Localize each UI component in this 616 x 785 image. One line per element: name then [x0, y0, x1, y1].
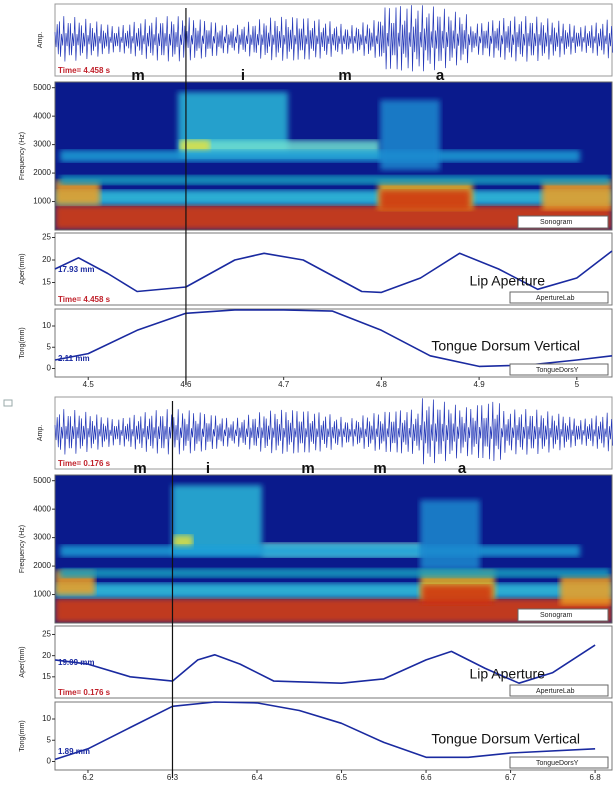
segment-label: m	[133, 460, 146, 477]
legend-entry: Sonogram	[540, 612, 572, 619]
spectral-energy	[55, 583, 612, 598]
y-tick-label: 5	[47, 735, 52, 744]
segment-label: m	[301, 460, 314, 477]
legend-box	[509, 756, 609, 769]
y-tick-label: 25	[42, 630, 51, 639]
x-tick-label: 4.7	[278, 380, 290, 389]
y-tick-label: 25	[42, 233, 51, 242]
x-tick-label: 4.5	[83, 380, 95, 389]
spectral-energy	[380, 100, 440, 170]
segment-label: m	[338, 67, 351, 84]
value-readout: 19.09 mm	[58, 658, 94, 667]
y-tick-label: 5000	[33, 476, 51, 485]
x-tick-label: 6.5	[336, 773, 348, 782]
legend-entry: Sonogram	[540, 219, 572, 226]
track-title: Lip Aperture	[470, 666, 546, 682]
spectral-energy	[60, 568, 610, 578]
spectral-energy	[180, 140, 210, 152]
time-readout: Time= 4.458 s	[58, 295, 111, 304]
lip-curve	[54, 644, 596, 684]
time-readout: Time= 0.176 s	[58, 459, 111, 468]
spectral-energy	[560, 575, 612, 605]
spectral-energy	[422, 585, 492, 605]
time-readout: Time= 0.176 s	[58, 688, 111, 697]
amp-label: Amp.	[37, 32, 44, 48]
legend-box	[517, 215, 609, 229]
waveform	[54, 5, 614, 72]
icon	[3, 399, 13, 407]
y-tick-label: 2000	[33, 168, 51, 177]
tongue-curve	[54, 701, 596, 761]
y-axis-label: Aper(mm)	[19, 646, 26, 677]
y-axis-label: Frequency (Hz)	[19, 132, 26, 180]
y-tick-label: 4000	[33, 504, 51, 513]
y-axis-label: Tong(mm)	[19, 327, 26, 359]
y-tick-label: 10	[42, 714, 51, 723]
y-tick-label: 10	[42, 321, 51, 330]
segment-label: i	[241, 67, 245, 84]
value-readout: 2.11 mm	[58, 354, 90, 363]
y-tick-label: 2000	[33, 561, 51, 570]
lip-curve	[54, 250, 613, 294]
legend-entry: ApertureLab	[536, 688, 575, 695]
waveform	[54, 398, 614, 465]
segment-label: a	[458, 460, 467, 477]
spectrogram-frame	[54, 474, 613, 624]
y-tick-label: 4000	[33, 111, 51, 120]
y-tick-label: 0	[47, 757, 52, 766]
legend-box	[509, 291, 609, 304]
y-tick-label: 5	[47, 342, 52, 351]
y-tick-label: 3000	[33, 140, 51, 149]
y-axis-label: Frequency (Hz)	[19, 525, 26, 573]
y-tick-label: 3000	[33, 533, 51, 542]
spectral-energy	[55, 190, 612, 205]
legend-box	[509, 684, 609, 697]
value-readout: 17.93 mm	[58, 265, 94, 274]
x-tick-label: 6.2	[82, 773, 94, 782]
spectral-energy	[60, 150, 580, 162]
track-title: Lip Aperture	[470, 273, 546, 289]
segment-label: i	[206, 460, 210, 477]
y-tick-label: 15	[42, 278, 51, 287]
legend-box	[517, 608, 609, 622]
segment-label: a	[436, 67, 445, 84]
y-axis-label: Tong(mm)	[19, 720, 26, 752]
legend-entry: ApertureLab	[536, 295, 575, 302]
segment-label: m	[373, 460, 386, 477]
spectral-energy	[60, 545, 580, 557]
spectrogram-frame	[54, 81, 613, 231]
y-tick-label: 1000	[33, 590, 51, 599]
y-axis-label: Aper(mm)	[19, 253, 26, 284]
segment-label: m	[131, 67, 144, 84]
spectral-energy	[380, 190, 470, 210]
y-tick-label: 0	[47, 364, 52, 373]
y-tick-label: 5000	[33, 83, 51, 92]
spectral-energy	[60, 175, 610, 185]
value-readout: 1.89 mm	[58, 747, 90, 756]
x-tick-label: 6.8	[590, 773, 602, 782]
legend-box	[509, 363, 609, 376]
x-tick-label: 5	[575, 380, 580, 389]
y-tick-label: 1000	[33, 197, 51, 206]
x-tick-label: 6.6	[420, 773, 432, 782]
track-title: Tongue Dorsum Vertical	[431, 338, 580, 354]
legend-entry: TongueDorsY	[536, 367, 579, 374]
y-tick-label: 20	[42, 651, 51, 660]
legend-entry: TongueDorsY	[536, 760, 579, 767]
spectral-energy	[420, 500, 480, 570]
x-tick-label: 6.7	[505, 773, 517, 782]
track-title: Tongue Dorsum Vertical	[431, 731, 580, 747]
y-tick-label: 20	[42, 255, 51, 264]
x-tick-label: 4.8	[376, 380, 388, 389]
time-readout: Time= 4.458 s	[58, 66, 111, 75]
x-tick-label: 6.4	[251, 773, 263, 782]
y-tick-label: 15	[42, 672, 51, 681]
x-tick-label: 4.9	[474, 380, 486, 389]
amp-label: Amp.	[37, 425, 44, 441]
